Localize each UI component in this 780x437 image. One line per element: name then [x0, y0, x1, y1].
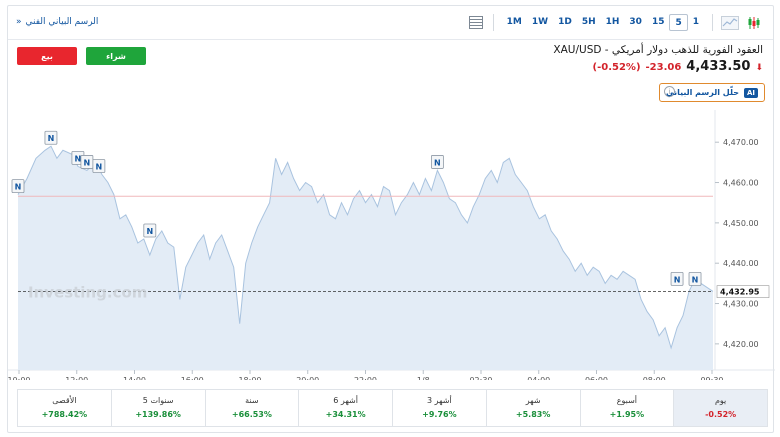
performance-period: يوم — [714, 396, 727, 405]
performance-period: 6 أشهر — [333, 396, 358, 405]
news-marker-label: N — [15, 183, 22, 192]
news-marker-label: N — [434, 158, 441, 167]
news-marker-label: N — [75, 154, 82, 163]
chart-toolbar: 1M 1W 1D 5H 1H 30 15 5 1 — [467, 14, 763, 31]
y-tick-label: 4,470.00 — [723, 138, 759, 147]
performance-item[interactable]: الأقصى +788.42% — [18, 390, 111, 426]
y-tick-label: 4,430.00 — [723, 300, 759, 309]
performance-change: +1.95% — [609, 410, 645, 419]
price-line — [17, 145, 714, 350]
last-price-tag — [716, 285, 770, 298]
performance-period: أسبوع — [616, 396, 637, 405]
news-marker — [688, 271, 702, 286]
buy-button[interactable]: شراء — [86, 47, 146, 65]
news-marker — [670, 271, 684, 286]
timeframe-15[interactable]: 15 — [651, 17, 665, 27]
price-change: -23.06 — [645, 62, 682, 73]
ai-badge-icon: AI — [743, 87, 758, 98]
y-tick-label: 4,460.00 — [723, 179, 759, 188]
x-tick-label: 09:30 — [700, 376, 723, 380]
x-tick-label: 08:00 — [643, 376, 666, 380]
price-area — [18, 146, 713, 370]
investing-watermark: Investing.com — [28, 283, 147, 301]
timeframe-1m[interactable]: 1M — [506, 17, 522, 27]
x-tick-label: 22:00 — [354, 376, 377, 380]
sell-button[interactable]: بيع — [17, 47, 77, 65]
x-tick-label: 18:00 — [238, 376, 261, 380]
news-marker-label: N — [674, 275, 681, 284]
chart-header: » الرسم البياني الفني 1M 1W 1D 5H 1H 30 … — [8, 6, 773, 40]
price-change-pct: (-0.52%) — [592, 62, 641, 73]
x-tick-label: 04:00 — [527, 376, 550, 380]
news-marker-label: N — [692, 275, 699, 284]
performance-change: -0.52% — [705, 410, 737, 419]
analyze-chart-label: حلّل الرسم البياني — [665, 88, 739, 97]
performance-item[interactable]: 3 أشهر +9.76% — [392, 390, 486, 426]
performance-item[interactable]: أسبوع +1.95% — [579, 390, 674, 426]
performance-bar: الأقصى +788.42% 5 سنوات +139.86% سنة +66.53% 6… — [17, 389, 768, 427]
info-icon[interactable]: i — [664, 86, 675, 97]
news-marker-label: N — [96, 162, 103, 171]
timeframe-1w[interactable]: 1W — [531, 17, 549, 27]
performance-item[interactable]: يوم -0.52% — [673, 390, 767, 426]
timeframe-1d[interactable]: 1D — [558, 17, 572, 27]
timeframe-1h[interactable]: 1H — [605, 17, 620, 27]
news-marker — [11, 179, 25, 194]
performance-item[interactable]: شهر +5.83% — [485, 390, 580, 426]
news-marker — [92, 159, 106, 173]
toolbar-divider — [712, 14, 713, 31]
performance-change: +9.76% — [422, 410, 457, 419]
candlestick-icon[interactable] — [745, 14, 763, 31]
performance-item[interactable]: 5 سنوات +139.86% — [110, 390, 205, 426]
timeframe-1[interactable]: 1 — [692, 17, 699, 27]
performance-change: +66.53% — [231, 410, 272, 419]
performance-change: +5.83% — [515, 410, 551, 419]
double-arrow-icon: » — [16, 17, 22, 27]
last-price-label: 4,432.95 — [720, 288, 760, 297]
x-tick-label: 1/8 — [417, 376, 430, 380]
y-tick-label: 4,440.00 — [723, 259, 759, 268]
price-chart[interactable]: 4,432.95 Investing.com N N N N N N N N N 4,420.00 4… — [7, 110, 775, 385]
instrument-name: XAU/USD - العقود الفورية للذهب دولار أمر… — [553, 44, 763, 56]
performance-period: شهر — [525, 396, 541, 405]
x-tick-label: 20:00 — [296, 376, 319, 380]
timeframe-5h[interactable]: 5H — [581, 17, 596, 27]
y-tick-label: 4,420.00 — [723, 340, 759, 349]
timeframe-5[interactable]: 5 — [669, 14, 688, 31]
news-marker — [143, 223, 157, 238]
chart-widget: » الرسم البياني الفني 1M 1W 1D 5H 1H 30 … — [7, 5, 775, 433]
x-tick-label: 10:00 — [8, 376, 31, 380]
analyze-chart-button[interactable]: حلّل الرسم البياني AI — [658, 83, 765, 102]
x-tick-label: 06:00 — [585, 376, 608, 380]
technical-chart-label: الرسم البياني الفني — [25, 17, 99, 27]
technical-chart-link[interactable]: » الرسم البياني الفني — [16, 17, 98, 27]
table-icon[interactable] — [467, 14, 485, 31]
performance-item[interactable]: 6 أشهر +34.31% — [298, 390, 392, 426]
x-tick-label: 12:00 — [65, 376, 88, 380]
performance-period: 3 أشهر — [427, 396, 452, 405]
news-marker — [44, 130, 58, 145]
toolbar-divider — [492, 14, 494, 31]
news-marker — [430, 155, 444, 169]
performance-period: 5 سنوات — [142, 396, 174, 405]
y-tick-label: 4,450.00 — [723, 219, 759, 228]
performance-change: +34.31% — [325, 410, 366, 419]
performance-change: +788.42% — [41, 410, 88, 419]
area-chart-icon[interactable] — [721, 14, 739, 31]
x-tick-label: 16:00 — [181, 376, 204, 380]
timeframe-30[interactable]: 30 — [629, 17, 642, 27]
price-row: (-0.52%) -23.06 4,433.50 ⬇ — [593, 59, 763, 74]
performance-period: سنة — [245, 396, 259, 405]
performance-period: الأقصى — [52, 396, 77, 405]
x-tick-label: 02:30 — [469, 376, 492, 380]
performance-change: +139.86% — [135, 410, 181, 419]
down-arrow-icon: ⬇ — [755, 63, 763, 73]
news-marker-label: N — [84, 158, 91, 167]
last-price: 4,433.50 — [686, 59, 751, 74]
performance-item[interactable]: سنة +66.53% — [204, 390, 299, 426]
news-marker-label: N — [146, 227, 153, 236]
news-marker-label: N — [48, 134, 55, 143]
x-tick-label: 14:00 — [123, 376, 146, 380]
